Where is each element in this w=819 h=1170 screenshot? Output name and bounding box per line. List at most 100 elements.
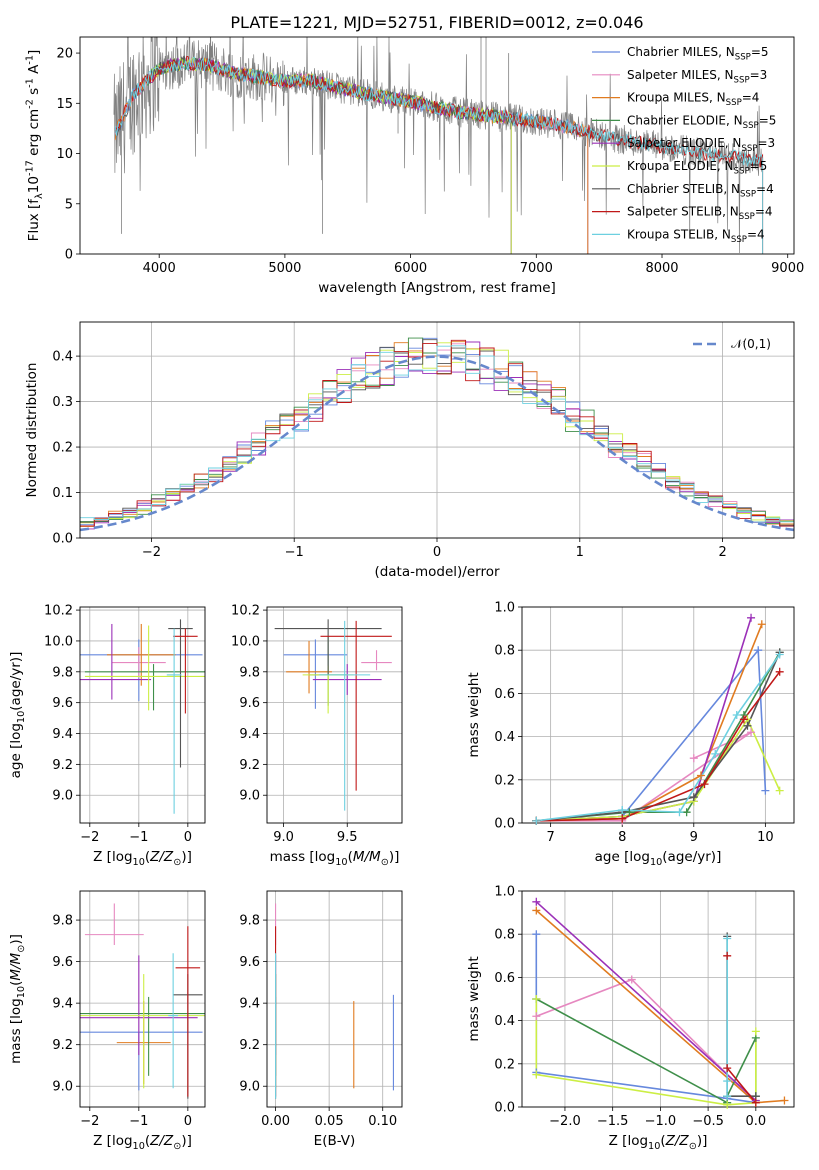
y-tick-label: 0.0 bbox=[494, 1101, 515, 1116]
weight-marker bbox=[723, 951, 732, 960]
weight-marker bbox=[723, 1100, 732, 1109]
x-axis-label: (data-model)/error bbox=[374, 564, 500, 580]
weight-line bbox=[536, 624, 763, 822]
x-axis-label: age [log10​(age/yr)] bbox=[595, 849, 722, 868]
x-tick-label: 5000 bbox=[268, 261, 301, 276]
y-tick-label: 0.3 bbox=[52, 395, 73, 410]
y-tick-label: 10.0 bbox=[44, 634, 73, 649]
x-tick-label: −2 bbox=[142, 545, 161, 560]
y-tick-label: 0.2 bbox=[494, 773, 515, 788]
weight-metallicity-axes: −2.0 −1.5 −1.0 −0.5 0.0 0.0 0.2 0.4 0.6 0.8 1.0 Z [… bbox=[466, 885, 795, 1152]
plot-area bbox=[113, 37, 764, 254]
x-tick-label: −1.0 bbox=[645, 1114, 677, 1129]
weight-marker bbox=[532, 816, 541, 825]
y-tick-label: 9.0 bbox=[239, 1080, 260, 1095]
x-tick-label: 6000 bbox=[394, 261, 427, 276]
legend-label: 𝒩(0,1) bbox=[731, 337, 771, 351]
weight-marker bbox=[723, 1064, 732, 1073]
weight-marker bbox=[618, 806, 627, 815]
x-tick-label: 9000 bbox=[771, 261, 804, 276]
y-tick-label: 10.2 bbox=[44, 604, 73, 619]
axes-frame bbox=[79, 606, 206, 824]
weight-marker bbox=[711, 749, 720, 758]
weight-marker bbox=[532, 906, 541, 915]
weight-marker bbox=[761, 786, 770, 795]
y-tick-label: 9.8 bbox=[52, 914, 73, 929]
weight-line bbox=[536, 731, 752, 822]
weight-marker bbox=[751, 1098, 760, 1107]
weight-marker bbox=[618, 814, 627, 823]
x-tick-label: 0.05 bbox=[315, 1114, 344, 1129]
y-tick-label: 9.2 bbox=[239, 758, 260, 773]
axes-frame bbox=[521, 606, 795, 824]
axes-frame bbox=[79, 36, 795, 255]
axes-frame bbox=[79, 321, 795, 539]
weight-marker bbox=[775, 786, 784, 795]
weight-marker bbox=[700, 780, 709, 789]
x-axis-label: Z [log10​(Z/Z⊙​)] bbox=[609, 1133, 708, 1152]
weight-marker bbox=[780, 1096, 789, 1105]
y-tick-label: 0.8 bbox=[494, 928, 515, 943]
x-tick-label: −1 bbox=[129, 830, 148, 845]
weight-age-axes: 7 8 9 10 0.0 0.2 0.4 0.6 0.8 1.0 age [log10​(age/y… bbox=[466, 601, 795, 868]
x-tick-label: 2 bbox=[718, 545, 726, 560]
plot-area bbox=[80, 619, 205, 814]
y-tick-label: 5 bbox=[65, 197, 73, 212]
legend-label: Salpeter STELIB, NSSP​=4 bbox=[627, 205, 773, 223]
x-tick-label: 4000 bbox=[143, 261, 176, 276]
y-tick-label: 9.6 bbox=[239, 955, 260, 970]
age-metallicity-axes: −2 −1 0 9.0 9.2 9.4 9.6 9.8 10.0 10.2 Z [log10​(Z/… bbox=[8, 604, 206, 868]
y-tick-label: 9.8 bbox=[239, 665, 260, 680]
legend: Chabrier MILES, NSSP​=5 Salpeter MILES, N… bbox=[592, 45, 776, 245]
y-tick-label: 9.2 bbox=[239, 1038, 260, 1053]
legend-label: Kroupa STELIB, NSSP​=4 bbox=[627, 227, 765, 245]
y-axis-label: mass [log10​(M/M⊙​)] bbox=[8, 934, 27, 1064]
y-tick-label: 9.0 bbox=[239, 789, 260, 804]
weight-marker bbox=[747, 728, 756, 737]
y-tick-label: 9.8 bbox=[52, 665, 73, 680]
y-tick-label: 20 bbox=[56, 47, 73, 62]
x-tick-label: 7000 bbox=[520, 261, 553, 276]
weight-line bbox=[536, 717, 781, 822]
chart-title: PLATE=1221, MJD=52751, FIBERID=0012, z=0… bbox=[230, 13, 643, 32]
x-tick-label: −0.5 bbox=[692, 1114, 724, 1129]
plot-area bbox=[275, 903, 394, 1099]
age-mass-axes: 9.0 9.5 9.0 9.2 9.4 9.6 9.8 10.0 10.2 mass [log10… bbox=[231, 604, 403, 868]
weight-marker bbox=[739, 715, 748, 724]
y-tick-label: 10 bbox=[56, 147, 73, 162]
y-tick-label: 9.4 bbox=[52, 727, 73, 742]
weight-marker bbox=[723, 934, 732, 943]
x-tick-label: 7 bbox=[546, 830, 554, 845]
weight-marker bbox=[747, 613, 756, 622]
x-tick-label: 9 bbox=[690, 830, 698, 845]
y-tick-label: 9.6 bbox=[52, 696, 73, 711]
y-tick-label: 1.0 bbox=[494, 601, 515, 616]
y-axis-label: Flux [fλ​10-17​ erg cm-2​ s-1​ A-1​] bbox=[25, 50, 45, 242]
mass-metallicity-axes: −2 −1 0 9.0 9.2 9.4 9.6 9.8 Z [log10​(Z/Z⊙​)] mas… bbox=[8, 890, 206, 1152]
weight-marker bbox=[627, 975, 636, 984]
legend-label: Chabrier STELIB, NSSP​=4 bbox=[627, 182, 774, 200]
y-tick-label: 0.6 bbox=[494, 687, 515, 702]
y-tick-label: 0.1 bbox=[52, 486, 73, 501]
weight-marker bbox=[689, 793, 698, 802]
plot-area bbox=[80, 903, 205, 1099]
plot-area bbox=[274, 619, 392, 811]
y-tick-label: 10.0 bbox=[231, 634, 260, 649]
y-tick-label: 1.0 bbox=[494, 885, 515, 900]
x-axis-label: mass [log10​(M/M⊙​)] bbox=[270, 849, 400, 868]
weight-line bbox=[536, 978, 757, 1104]
x-tick-label: 9.0 bbox=[273, 830, 294, 845]
y-tick-label: 9.6 bbox=[239, 696, 260, 711]
x-tick-label: 8000 bbox=[645, 261, 678, 276]
weight-marker bbox=[743, 721, 752, 730]
weight-marker bbox=[757, 620, 766, 629]
axes-frame bbox=[521, 890, 795, 1108]
weight-marker bbox=[675, 808, 684, 817]
x-tick-label: 10 bbox=[757, 830, 774, 845]
weight-marker bbox=[682, 808, 691, 817]
y-tick-label: 9.2 bbox=[52, 758, 73, 773]
y-tick-label: 9.8 bbox=[239, 914, 260, 929]
x-tick-label: 0.10 bbox=[368, 1114, 397, 1129]
weight-marker bbox=[723, 1092, 732, 1101]
